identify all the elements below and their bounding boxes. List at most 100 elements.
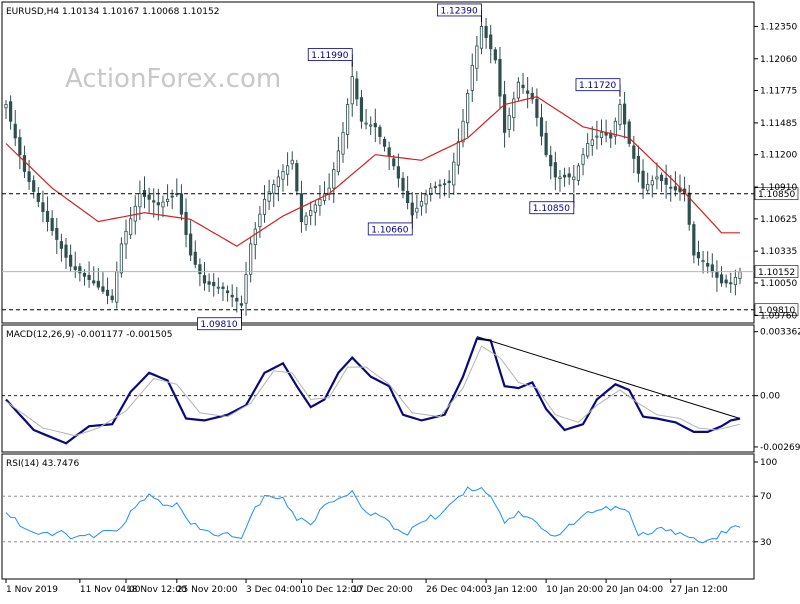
candle [189, 220, 193, 262]
candle-body [309, 210, 313, 216]
candle [184, 198, 188, 248]
candle-body [184, 211, 188, 236]
candle-body [387, 147, 391, 157]
moving-average-line [5, 96, 740, 247]
candle [18, 129, 22, 170]
candle-body [664, 177, 668, 185]
candle [590, 126, 594, 156]
candle [461, 109, 465, 148]
candle [424, 189, 428, 214]
candle [230, 284, 234, 308]
candle [429, 182, 433, 202]
candle [313, 200, 317, 226]
level-tag [754, 187, 799, 201]
candle [669, 174, 673, 202]
candle-body [562, 174, 567, 178]
candle [41, 190, 45, 223]
candle-body [64, 244, 68, 258]
annotation-label: 1.11720 [579, 81, 616, 91]
candle-body [526, 90, 530, 94]
candle-body [498, 59, 502, 97]
candle [710, 253, 714, 278]
candle-body [516, 81, 521, 99]
candle-body [216, 286, 220, 289]
candle-body [659, 174, 664, 182]
candle [715, 260, 719, 292]
candle-body [429, 187, 433, 196]
candle [78, 263, 82, 282]
candle-body [262, 198, 267, 215]
price-annotation: 1.12390 [437, 3, 482, 22]
candle-body [632, 145, 636, 159]
candle [382, 136, 387, 152]
candle-body [152, 200, 156, 203]
macd-line [5, 337, 741, 445]
price-tick-label: 1.11485 [760, 119, 797, 129]
candle [36, 186, 40, 208]
price-annotation: 1.11720 [575, 78, 621, 97]
candle [110, 289, 114, 303]
candle-body [586, 143, 590, 157]
candle-body [285, 165, 290, 175]
candle [696, 240, 701, 266]
time-tick-label: 17 Dec 20:00 [352, 585, 413, 595]
candle [276, 169, 280, 202]
candle-body [549, 154, 553, 167]
candle-body [701, 260, 705, 263]
candle [650, 175, 654, 198]
candle-body [424, 194, 428, 205]
candle-body [710, 264, 714, 273]
macd-header: MACD(12,26,9) -0.001177 -0.001505 [6, 330, 172, 340]
candle [341, 121, 345, 163]
candle [327, 173, 331, 201]
candle [359, 89, 364, 129]
candle [484, 18, 488, 49]
candle [562, 167, 567, 187]
candle-body [613, 120, 617, 137]
candle [152, 188, 156, 218]
candle [147, 187, 151, 213]
candle [179, 184, 184, 221]
candle [692, 221, 696, 264]
candle-body [392, 158, 396, 167]
candle-body [322, 193, 327, 201]
candle-body [50, 218, 54, 231]
macd-signal-line [5, 345, 741, 437]
annotation-box [575, 78, 621, 92]
candle [318, 185, 322, 216]
candle [401, 172, 405, 199]
candle-body [198, 264, 202, 275]
candle [572, 164, 576, 193]
candle-body [22, 155, 27, 172]
candle-body [544, 132, 548, 156]
candle-body [655, 176, 659, 180]
candle [101, 272, 105, 294]
candle [641, 159, 645, 199]
candle [719, 266, 724, 287]
candle [452, 152, 456, 195]
candle-body [189, 233, 193, 256]
candle [539, 103, 544, 146]
candle [706, 251, 710, 274]
candle [733, 269, 737, 296]
candle [498, 46, 502, 109]
candle-body [489, 34, 493, 50]
candle-body [507, 115, 511, 130]
candle-body [484, 26, 488, 38]
level-tag [754, 303, 799, 317]
level-tag-label: 1.09810 [758, 306, 795, 316]
candle-body [382, 138, 387, 147]
candle [258, 206, 262, 239]
level-tag [754, 265, 799, 278]
candle [119, 237, 124, 278]
candle [373, 108, 377, 143]
candle [447, 170, 451, 198]
candle-body [133, 205, 137, 222]
candle [489, 24, 493, 64]
candle-body [96, 280, 100, 288]
rsi-layer [2, 486, 754, 544]
candle-body [281, 171, 285, 180]
candle [549, 146, 553, 180]
